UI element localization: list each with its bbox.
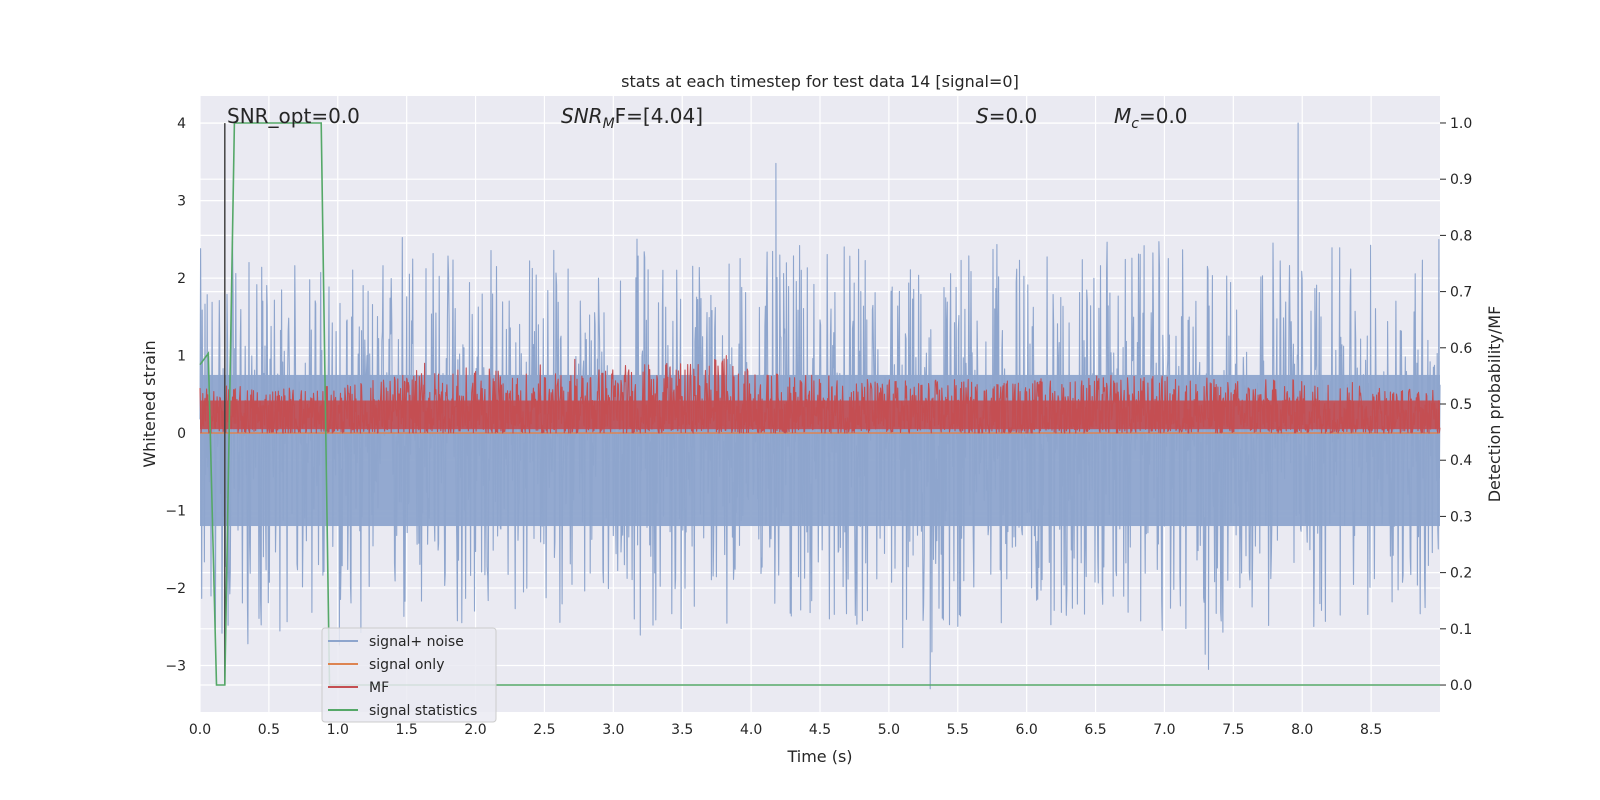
y2-tick-label: 0.3 [1450,509,1472,525]
y-tick-label: −3 [165,659,186,675]
series-layer [199,122,1441,690]
y-tick-label: 0 [177,426,186,442]
y2-tick-label: 0.2 [1450,566,1472,582]
y2-tick-label: 0.1 [1450,622,1472,638]
ticks: 0.0 0.5 1.0 1.5 2.0 2.5 3.0 3.5 4.0 4.5 5.0 5.5 6.0 6… [165,116,1472,738]
mc-value: =0.0 [1139,104,1188,128]
y-tick-label: −2 [165,581,186,597]
annotation-s: S=0.0 [976,104,1037,128]
snr-mf-base: SNR [561,104,603,128]
y2-tick-label: 0.5 [1450,397,1472,413]
x-tick-label: 5.0 [878,722,900,738]
annotation-mc: Mc=0.0 [1114,104,1188,132]
x-axis-label: Time (s) [786,747,852,766]
y2-tick-label: 0.0 [1450,678,1472,694]
y-tick-label: 4 [177,116,186,132]
x-tick-label: 8.5 [1360,722,1382,738]
x-tick-label: 1.0 [327,722,349,738]
y-tick-label: 1 [177,349,186,365]
y2-tick-label: 0.6 [1450,341,1472,357]
y2-tick-label: 0.8 [1450,228,1472,244]
s-label: S [976,104,989,128]
chart-title: stats at each timestep for test data 14 … [621,72,1019,91]
x-tick-label: 5.5 [947,722,969,738]
annotation-snr-mf: SNRMF=[4.04] [561,104,703,132]
legend-label-signal-statistics: signal statistics [369,703,477,719]
mc-sub: c [1131,116,1139,132]
x-tick-label: 7.0 [1153,722,1175,738]
y-tick-label: 2 [177,271,186,287]
x-tick-label: 3.0 [602,722,624,738]
x-tick-label: 0.0 [189,722,211,738]
x-tick-label: 8.0 [1291,722,1313,738]
s-value: =0.0 [989,104,1038,128]
mc-base: M [1114,104,1131,128]
legend-label-mf: MF [369,680,389,696]
x-tick-label: 7.5 [1222,722,1244,738]
x-tick-label: 4.0 [740,722,762,738]
legend-label-signal-noise: signal+ noise [369,634,464,650]
y2-axis-label: Detection probability/MF [1485,306,1504,503]
legend: signal+ noise signal only MF signal stat… [321,627,497,723]
x-tick-label: 6.5 [1084,722,1106,738]
y2-tick-label: 1.0 [1450,116,1472,132]
legend-label-signal-only: signal only [369,657,444,673]
x-tick-label: 0.5 [258,722,280,738]
x-tick-label: 2.0 [464,722,486,738]
y2-tick-label: 0.4 [1450,453,1472,469]
legend-box [321,627,497,723]
snr-mf-rest: F=[4.04] [615,104,703,128]
x-tick-label: 1.5 [396,722,418,738]
mf-trace [199,355,1441,434]
y2-tick-label: 0.9 [1450,172,1472,188]
x-tick-label: 4.5 [809,722,831,738]
x-tick-label: 2.5 [533,722,555,738]
y-tick-label: 3 [177,194,186,210]
x-tick-label: 6.0 [1016,722,1038,738]
y-axis-label: Whitened strain [140,340,159,467]
y2-tick-label: 0.7 [1450,285,1472,301]
snr-mf-sub: M [603,116,615,132]
x-tick-label: 3.5 [671,722,693,738]
annotation-snr-opt: SNR_opt=0.0 [227,104,360,128]
y-tick-label: −1 [165,504,186,520]
